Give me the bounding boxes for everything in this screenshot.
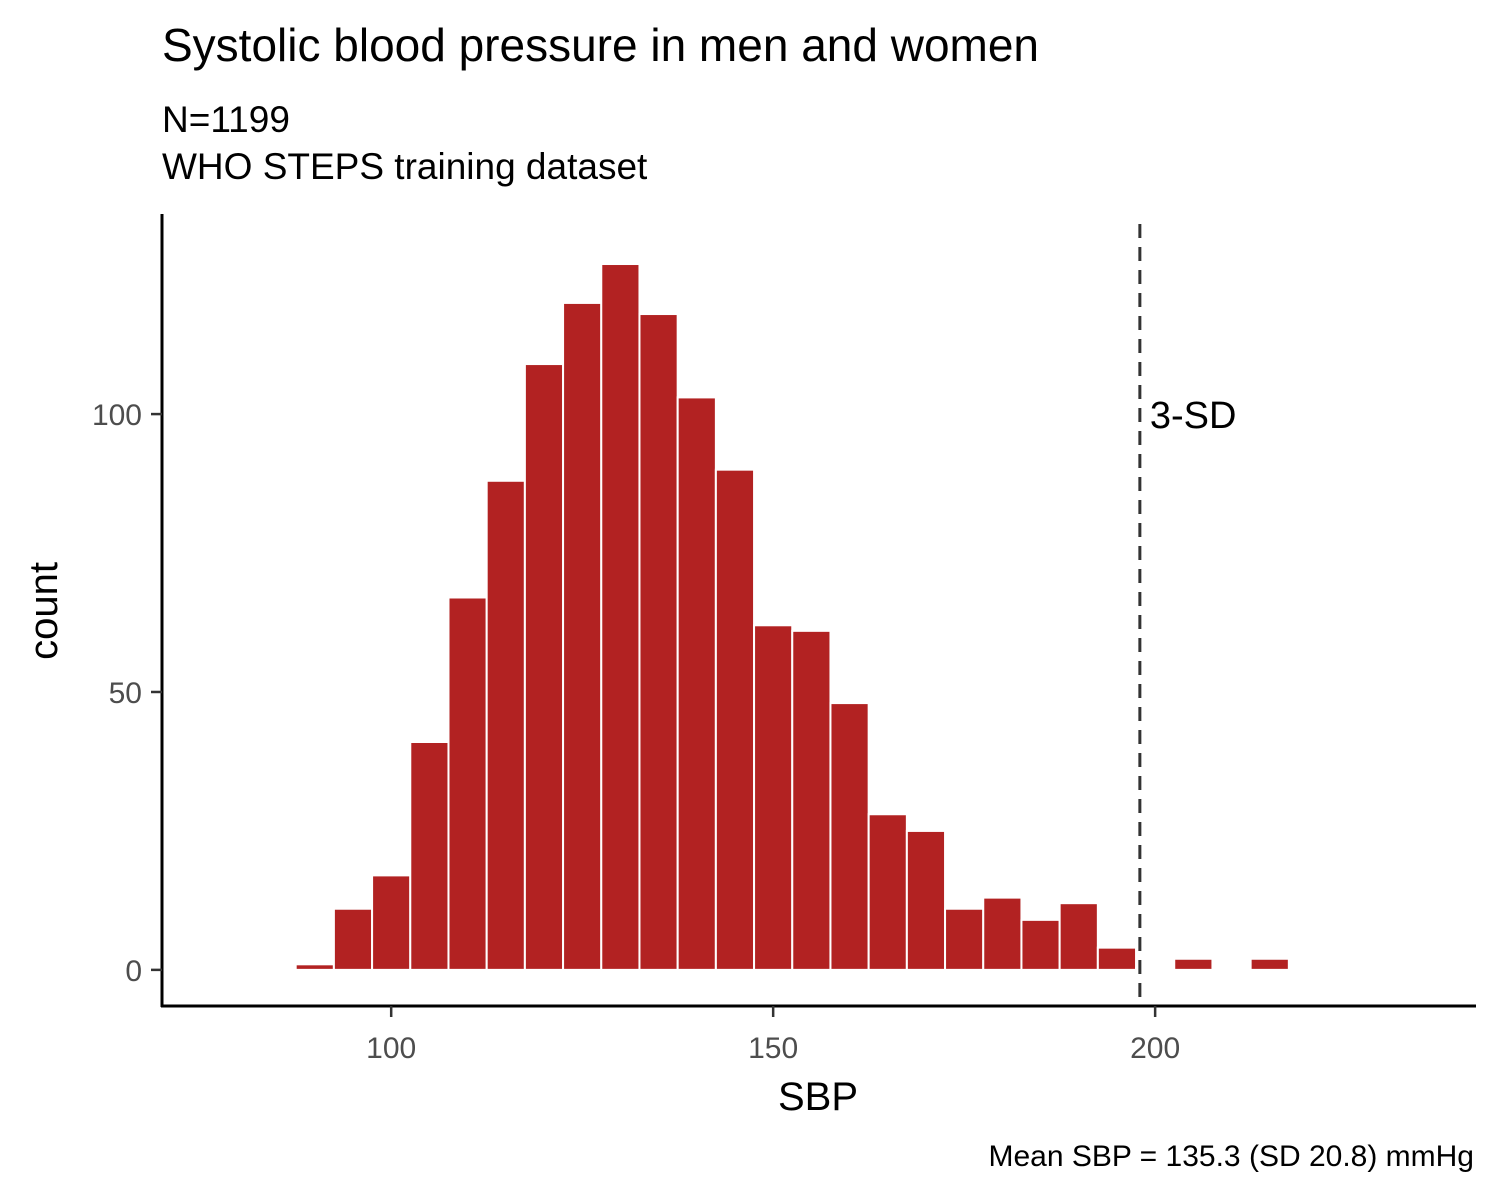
- histogram-bar: [1364, 967, 1405, 971]
- histogram-bar: [332, 907, 374, 971]
- histogram-bar: [1173, 957, 1214, 971]
- x-tick-label: 100: [366, 1032, 416, 1065]
- histogram-bar: [1135, 967, 1176, 971]
- reference-line-group: 3-SD: [1138, 224, 1237, 1006]
- y-tick-label: 0: [125, 955, 142, 988]
- histogram-bars: [218, 263, 1405, 971]
- histogram-bar: [523, 363, 565, 971]
- histogram-bar: [829, 702, 870, 971]
- y-axis-label: count: [22, 562, 66, 660]
- histogram-bar: [791, 629, 832, 971]
- histogram-bar: [485, 479, 526, 971]
- histogram-bar: [294, 963, 335, 971]
- histogram-bar: [371, 874, 412, 971]
- histogram-bar: [1096, 946, 1138, 971]
- histogram-bar: [982, 896, 1023, 971]
- x-axis-ticks: 100 150 200: [366, 1006, 1180, 1065]
- x-tick-label: 200: [1130, 1032, 1180, 1065]
- histogram-bar: [562, 301, 603, 971]
- histogram-bar: [447, 596, 488, 971]
- histogram-bar: [867, 813, 908, 971]
- histogram-bar: [1058, 902, 1099, 971]
- x-tick-label: 150: [748, 1032, 798, 1065]
- y-axis-ticks: 0 50 100: [92, 399, 162, 988]
- histogram-bar: [676, 396, 717, 971]
- axes: [160, 214, 1476, 1008]
- y-tick-label: 100: [92, 399, 142, 432]
- histogram-bar: [944, 907, 985, 971]
- histogram-bar: [714, 468, 756, 971]
- histogram-bar: [409, 741, 450, 971]
- chart-caption: Mean SBP = 135.3 (SD 20.8) mmHg: [988, 1140, 1474, 1173]
- histogram-bar: [753, 624, 794, 971]
- histogram-bar: [905, 829, 947, 971]
- histogram-bar: [1249, 957, 1290, 971]
- histogram-bar: [638, 313, 679, 971]
- histogram-bar: [218, 967, 259, 971]
- y-tick-label: 50: [109, 677, 142, 710]
- reference-line-label: 3-SD: [1150, 395, 1237, 437]
- x-axis-label: SBP: [778, 1075, 858, 1119]
- chart-title: Systolic blood pressure in men and women: [162, 19, 1040, 71]
- histogram-bar: [600, 263, 641, 971]
- chart-subtitle: N=1199 WHO STEPS training dataset: [162, 99, 648, 187]
- histogram-bar: [1020, 918, 1061, 971]
